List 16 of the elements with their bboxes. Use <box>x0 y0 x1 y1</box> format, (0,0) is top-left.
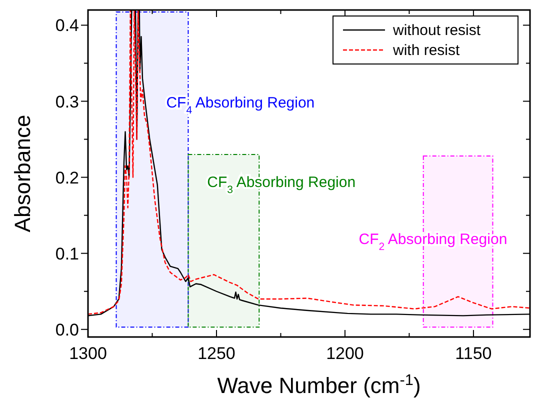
band-label: CF$_{4}$ Absorbing Region <box>166 94 315 116</box>
x-tick-label: 1250 <box>198 344 236 363</box>
x-tick-label: 1300 <box>69 344 107 363</box>
x-axis-title: Wave Number (cm$^{-1}$) <box>217 372 421 398</box>
legend-label: without resist <box>392 22 482 39</box>
y-tick-label: 0.4 <box>55 16 79 36</box>
y-tick-label: 0.1 <box>55 244 79 264</box>
y-tick-label: 0.2 <box>55 168 79 188</box>
y-axis-title: Absorbance <box>10 114 35 232</box>
y-tick-label: 0.3 <box>55 92 79 112</box>
band-label: CF$_{3}$ Absorbing Region <box>207 174 356 196</box>
x-tick-label: 1150 <box>455 344 492 363</box>
band-label: CF$_{2}$ Absorbing Region <box>358 231 508 254</box>
text: 0.0 <box>55 320 79 340</box>
legend-label: with resist <box>392 42 461 59</box>
x-tick-label: 1200 <box>326 344 364 363</box>
